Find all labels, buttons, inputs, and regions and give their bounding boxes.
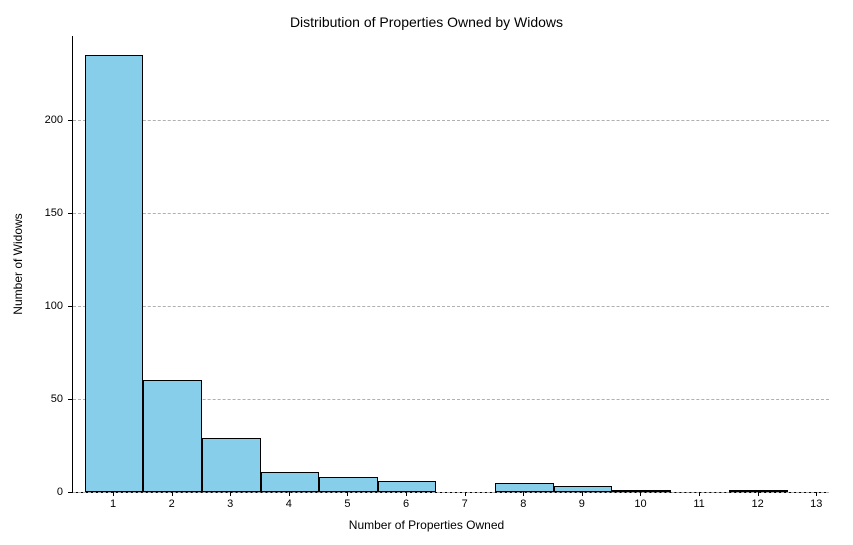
gridline xyxy=(73,213,829,214)
x-tick-label: 2 xyxy=(169,498,175,510)
histogram-bar xyxy=(202,438,261,492)
y-tick-label: 0 xyxy=(23,486,63,498)
x-tick-label: 11 xyxy=(693,498,704,510)
histogram-bar xyxy=(261,472,320,492)
x-tick-mark xyxy=(640,492,641,496)
x-tick-label: 6 xyxy=(403,498,409,510)
x-tick-mark xyxy=(582,492,583,496)
histogram-bar xyxy=(378,481,437,492)
histogram-bar xyxy=(495,483,554,492)
y-tick-label: 50 xyxy=(23,393,63,405)
x-tick-mark xyxy=(816,492,817,496)
y-tick-label: 200 xyxy=(23,114,63,126)
x-tick-label: 1 xyxy=(110,498,116,510)
gridline xyxy=(73,120,829,121)
gridline xyxy=(73,492,829,493)
x-tick-mark xyxy=(172,492,173,496)
x-tick-mark xyxy=(113,492,114,496)
x-tick-label: 7 xyxy=(462,498,468,510)
x-tick-mark xyxy=(523,492,524,496)
y-tick-mark xyxy=(68,492,72,493)
y-tick-label: 150 xyxy=(23,207,63,219)
x-tick-mark xyxy=(347,492,348,496)
y-tick-mark xyxy=(68,120,72,121)
x-tick-label: 9 xyxy=(579,498,585,510)
y-tick-label: 100 xyxy=(23,300,63,312)
x-tick-label: 12 xyxy=(752,498,764,510)
x-tick-label: 3 xyxy=(227,498,233,510)
chart-container: Distribution of Properties Owned by Wido… xyxy=(0,0,853,545)
x-tick-label: 5 xyxy=(344,498,350,510)
histogram-bar xyxy=(143,380,202,492)
y-tick-mark xyxy=(68,213,72,214)
gridline xyxy=(73,306,829,307)
y-tick-mark xyxy=(68,399,72,400)
x-tick-label: 8 xyxy=(520,498,526,510)
x-tick-mark xyxy=(406,492,407,496)
x-tick-mark xyxy=(289,492,290,496)
histogram-bar xyxy=(612,490,671,492)
histogram-bar xyxy=(85,55,144,492)
plot-area xyxy=(72,36,829,493)
x-tick-mark xyxy=(230,492,231,496)
histogram-bar xyxy=(319,477,378,492)
chart-title: Distribution of Properties Owned by Wido… xyxy=(0,14,853,30)
x-tick-label: 4 xyxy=(286,498,292,510)
x-tick-label: 13 xyxy=(810,498,822,510)
y-tick-mark xyxy=(68,306,72,307)
x-tick-mark xyxy=(465,492,466,496)
x-tick-mark xyxy=(758,492,759,496)
x-axis-label: Number of Properties Owned xyxy=(0,518,853,532)
x-tick-label: 10 xyxy=(634,498,646,510)
x-tick-mark xyxy=(699,492,700,496)
